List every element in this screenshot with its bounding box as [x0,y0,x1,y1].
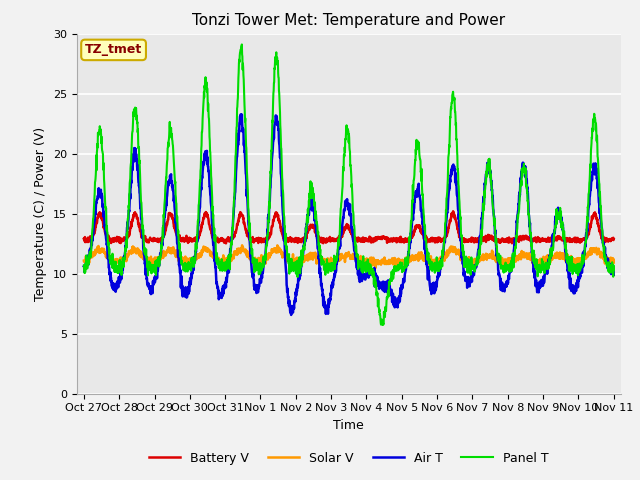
Panel T [610,267,618,273]
Air T [324,311,332,317]
Battery V [80,236,88,242]
Solar V [338,251,346,257]
Panel T [595,170,602,176]
Air T [80,264,88,269]
Panel T [238,42,246,48]
Air T [595,195,602,201]
Battery V [498,238,506,244]
Panel T [379,322,387,328]
Line: Battery V: Battery V [84,211,614,243]
Panel T [324,264,332,270]
Air T [237,111,244,117]
Solar V [498,256,506,262]
Solar V [107,254,115,260]
X-axis label: Time: Time [333,419,364,432]
Line: Panel T: Panel T [84,45,614,325]
Battery V [449,208,457,214]
Panel T [498,263,506,268]
Text: TZ_tmet: TZ_tmet [85,43,142,56]
Solar V [595,246,602,252]
Battery V [107,238,115,243]
Line: Solar V: Solar V [84,245,614,268]
Air T [338,225,346,230]
Battery V [338,233,346,239]
Panel T [107,257,115,263]
Air T [595,200,603,205]
Air T [107,275,115,280]
Panel T [80,263,88,268]
Air T [610,272,618,277]
Solar V [238,242,246,248]
Line: Air T: Air T [84,114,614,315]
Title: Tonzi Tower Met: Temperature and Power: Tonzi Tower Met: Temperature and Power [192,13,506,28]
Panel T [595,176,603,182]
Air T [498,286,506,292]
Battery V [595,223,603,229]
Solar V [595,249,603,254]
Air T [287,312,295,318]
Legend: Battery V, Solar V, Air T, Panel T: Battery V, Solar V, Air T, Panel T [144,447,554,469]
Y-axis label: Temperature (C) / Power (V): Temperature (C) / Power (V) [35,127,47,300]
Solar V [610,260,618,265]
Battery V [610,236,618,242]
Battery V [595,224,602,229]
Battery V [324,238,332,243]
Battery V [222,240,230,246]
Panel T [338,194,346,200]
Solar V [372,265,380,271]
Solar V [80,258,88,264]
Solar V [324,255,332,261]
